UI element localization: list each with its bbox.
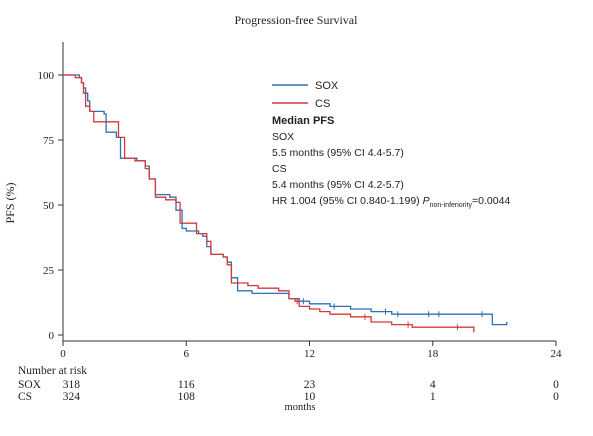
annotation-hr-text: HR 1.004 (95% CI 0.840-1.199) (272, 195, 423, 207)
annotation-p-symbol: P (423, 195, 430, 207)
legend-label-sox: SOX (315, 80, 339, 92)
x-axis-ticks: 0 6 12 18 24 (60, 341, 562, 360)
annotation-p-value: =0.0044 (472, 195, 510, 207)
risk-row-label: CS (18, 391, 32, 403)
risk-cell: 108 (178, 391, 196, 403)
risk-cell: 0 (553, 391, 559, 403)
y-axis-ticks: 0 25 50 75 100 (38, 70, 63, 342)
series-line-cs (63, 74, 475, 333)
x-tick-label: 0 (60, 348, 66, 360)
annotation-line-cs: CS (272, 163, 287, 175)
y-tick-label: 100 (38, 70, 55, 82)
x-tick-label: 18 (427, 348, 439, 360)
risk-cell: 116 (178, 379, 195, 391)
x-tick-label: 6 (184, 348, 190, 360)
legend: SOX CS (272, 80, 339, 110)
annotation-line-sox-median: 5.5 months (95% CI 4.4-5.7) (272, 147, 404, 159)
x-axis-label: months (285, 402, 316, 413)
risk-cell: 0 (553, 379, 559, 391)
annotation-p-subscript: non-inferiority (430, 202, 473, 209)
annotation-hr: HR 1.004 (95% CI 0.840-1.199) Pnon-infer… (272, 195, 510, 209)
legend-label-cs: CS (315, 98, 330, 110)
risk-cell: 10 (304, 391, 316, 403)
risk-cell: 23 (304, 379, 316, 391)
annotation-line-sox: SOX (272, 131, 294, 143)
annotation-line-cs-median: 5.4 months (95% CI 4.2-5.7) (272, 179, 404, 191)
risk-cell: 324 (63, 391, 81, 403)
y-tick-label: 50 (43, 200, 55, 212)
y-tick-label: 25 (43, 265, 55, 277)
chart-title: Progression-free Survival (235, 13, 359, 27)
risk-cell: 318 (63, 379, 81, 391)
median-pfs-annotation: Median PFS SOX 5.5 months (95% CI 4.4-5.… (272, 115, 510, 209)
risk-cell: 4 (430, 379, 436, 391)
annotation-heading: Median PFS (272, 115, 334, 127)
risk-cell: 1 (430, 391, 436, 403)
y-tick-label: 0 (49, 330, 55, 342)
y-tick-label: 75 (43, 135, 55, 147)
risk-row-label: SOX (18, 379, 42, 391)
y-axis-label: PFS (%) (3, 182, 17, 223)
survival-curves (63, 74, 508, 333)
x-tick-label: 12 (304, 348, 315, 360)
risk-table: SOX 318 116 23 4 0CS 324 108 10 1 0 (18, 379, 559, 403)
x-tick-label: 24 (551, 348, 563, 360)
risk-table-header: Number at risk (18, 365, 87, 377)
